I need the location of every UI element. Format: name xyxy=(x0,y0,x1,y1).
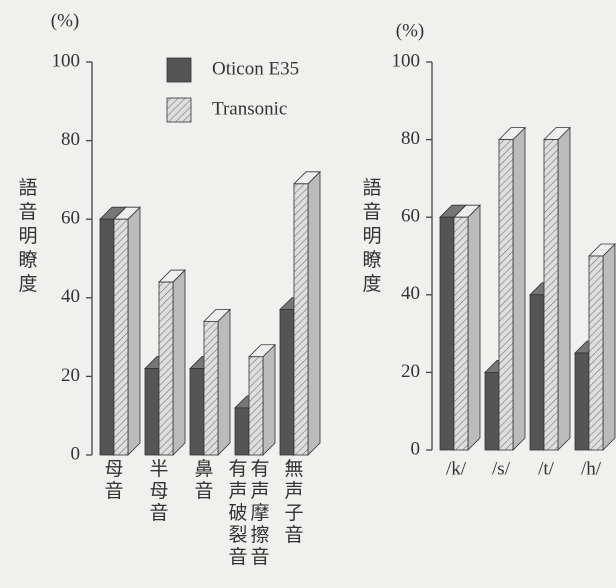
legend-label: Oticon E35 xyxy=(212,58,299,79)
x-tick-label: 有声摩擦音 xyxy=(250,458,269,568)
y-axis-label: 語音明瞭度 xyxy=(362,177,381,295)
y-tick-label: 60 xyxy=(61,208,80,229)
bar xyxy=(189,368,205,456)
x-tick-label: 鼻音 xyxy=(194,458,213,502)
bar xyxy=(144,368,160,456)
bar xyxy=(588,255,604,451)
y-tick-label: 100 xyxy=(52,50,81,71)
bar-side xyxy=(512,126,526,451)
y-tick-label: 40 xyxy=(401,283,420,304)
y-tick-label: 80 xyxy=(61,129,80,150)
y-tick-label: 40 xyxy=(61,286,80,307)
bar xyxy=(113,218,129,456)
bar xyxy=(453,216,469,451)
legend-label: Transonic xyxy=(212,98,287,119)
y-tick-label: 0 xyxy=(411,438,421,459)
bar xyxy=(203,320,219,456)
y-axis-label: 語音明瞭度 xyxy=(18,177,37,295)
bar xyxy=(158,281,174,456)
bar xyxy=(439,216,455,451)
y-tick-label: 0 xyxy=(71,443,81,464)
y-tick-label: 80 xyxy=(401,128,420,149)
y-tick-label: 60 xyxy=(401,206,420,227)
bar xyxy=(99,218,115,456)
bar-side xyxy=(602,243,616,451)
x-tick-label: /s/ xyxy=(492,458,511,479)
bar xyxy=(234,407,250,456)
bar xyxy=(543,139,559,451)
y-tick-label: 20 xyxy=(401,361,420,382)
bar xyxy=(529,294,545,451)
bar-side xyxy=(467,204,481,451)
bar-side xyxy=(557,126,571,451)
unit-label: (%) xyxy=(396,20,424,41)
bar-side xyxy=(262,343,276,456)
x-tick-label: 有声破裂音 xyxy=(228,458,247,568)
bar-side xyxy=(217,308,231,456)
bar xyxy=(248,356,264,456)
legend-swatch xyxy=(166,97,192,123)
bar-side xyxy=(172,269,186,456)
bar-side xyxy=(307,170,321,456)
x-tick-label: /h/ xyxy=(581,458,602,479)
bar xyxy=(498,139,514,451)
bar xyxy=(279,309,295,456)
unit-label: (%) xyxy=(51,10,79,31)
x-tick-label: 無声子音 xyxy=(284,458,303,546)
x-tick-label: 母音 xyxy=(104,459,123,502)
x-tick-label: /k/ xyxy=(446,458,467,479)
legend-swatch xyxy=(166,57,192,83)
y-tick-label: 100 xyxy=(392,50,421,71)
y-tick-label: 20 xyxy=(61,365,80,386)
bar xyxy=(574,352,590,451)
bar-side xyxy=(127,206,141,456)
x-tick-label: /t/ xyxy=(538,458,555,479)
x-tick-label: 半母音 xyxy=(149,458,168,524)
bar xyxy=(484,371,500,451)
bar xyxy=(293,183,309,456)
